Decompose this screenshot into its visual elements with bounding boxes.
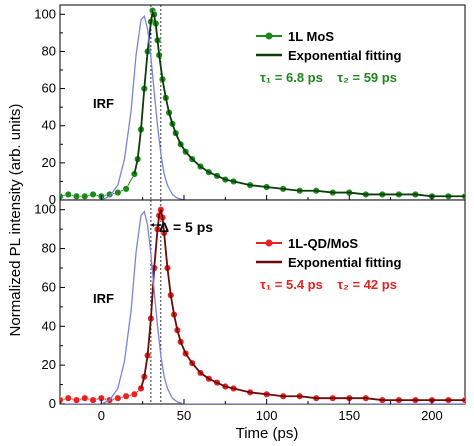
top-1l-mos-point bbox=[122, 185, 130, 193]
delta-arrow-head-left bbox=[150, 223, 154, 227]
top-legend-series-marker bbox=[265, 32, 273, 40]
bottom-x-tick-label: 50 bbox=[177, 408, 191, 423]
top-y-tick-label: 20 bbox=[42, 155, 56, 170]
bottom-panel: 0 20 40 60 80 100 0 50 100 150 200 1L-QD/MoS Expon… bbox=[34, 199, 466, 423]
top-y-tick-label: 0 bbox=[49, 192, 56, 207]
top-legend: 1L MoS Exponential fitting bbox=[256, 29, 401, 63]
top-y-tick-label: 100 bbox=[34, 6, 56, 21]
bottom-y-tick-label: 100 bbox=[34, 202, 56, 217]
top-panel-frame bbox=[59, 4, 466, 201]
top-1l-mos-data-line bbox=[60, 8, 465, 197]
bottom-legend-fit-label: Exponential fitting bbox=[288, 255, 401, 270]
bottom-legend-series-label: 1L-QD/MoS bbox=[288, 236, 358, 251]
y-axis-title: Normalized PL intensity (arb. units) bbox=[7, 104, 24, 337]
top-y-tick-label: 80 bbox=[42, 43, 56, 58]
bottom-tau-annotation: τ₁ = 5.4 ps τ₂ = 42 ps bbox=[260, 277, 397, 292]
bottom-1l-qd-mos-point bbox=[64, 394, 72, 402]
bottom-1l-qd-mos-point bbox=[130, 390, 138, 398]
bottom-irf-line bbox=[60, 210, 465, 404]
bottom-y-tick-label: 60 bbox=[42, 279, 56, 294]
top-1l-mos-point bbox=[89, 190, 97, 198]
bottom-irf-label: IRF bbox=[93, 291, 114, 306]
top-tau-annotation: τ₁ = 6.8 ps τ₂ = 59 ps bbox=[260, 70, 397, 85]
top-legend-series-label: 1L MoS bbox=[288, 29, 334, 44]
bottom-1l-qd-mos-point bbox=[72, 396, 81, 404]
bottom-legend-series-marker bbox=[265, 239, 273, 247]
top-legend-fit-label: Exponential fitting bbox=[288, 48, 401, 63]
bottom-x-tick-label: 200 bbox=[421, 408, 443, 423]
bottom-1l-qd-mos-point bbox=[81, 394, 89, 402]
bottom-y-tick-label: 0 bbox=[49, 396, 56, 411]
top-1l-mos-point bbox=[106, 190, 114, 198]
bottom-1l-qd-mos-point bbox=[89, 396, 97, 404]
bottom-x-tick-label: 0 bbox=[98, 408, 105, 423]
bottom-exponential-fitting-line bbox=[140, 209, 465, 402]
x-axis-title: Time (ps) bbox=[236, 425, 299, 442]
bottom-y-tick-label: 80 bbox=[42, 241, 56, 256]
top-1l-mos-point bbox=[81, 192, 89, 200]
bottom-x-tick-label: 100 bbox=[256, 408, 278, 423]
bottom-legend: 1L-QD/MoS Exponential fitting bbox=[256, 236, 401, 270]
top-1l-mos-point bbox=[72, 192, 81, 200]
bottom-1l-qd-mos-point bbox=[114, 394, 122, 402]
bottom-delta-label: Δ = 5 ps bbox=[159, 219, 213, 235]
bottom-x-tick-label: 150 bbox=[338, 408, 360, 423]
top-irf-line bbox=[60, 14, 465, 200]
top-1l-mos-point bbox=[64, 190, 72, 198]
top-irf-label: IRF bbox=[93, 96, 114, 111]
top-exponential-fitting-line bbox=[133, 9, 465, 198]
bottom-panel-frame bbox=[59, 199, 466, 405]
top-y-tick-label: 60 bbox=[42, 81, 56, 96]
bottom-1l-qd-mos-point bbox=[122, 392, 130, 400]
bottom-y-tick-label: 20 bbox=[42, 357, 56, 372]
top-1l-mos-point bbox=[114, 189, 122, 197]
bottom-1l-qd-mos-data-line bbox=[60, 209, 465, 401]
top-y-tick-label: 40 bbox=[42, 118, 56, 133]
delta-arrow-head-right bbox=[157, 223, 161, 227]
bottom-y-tick-label: 40 bbox=[42, 318, 56, 333]
